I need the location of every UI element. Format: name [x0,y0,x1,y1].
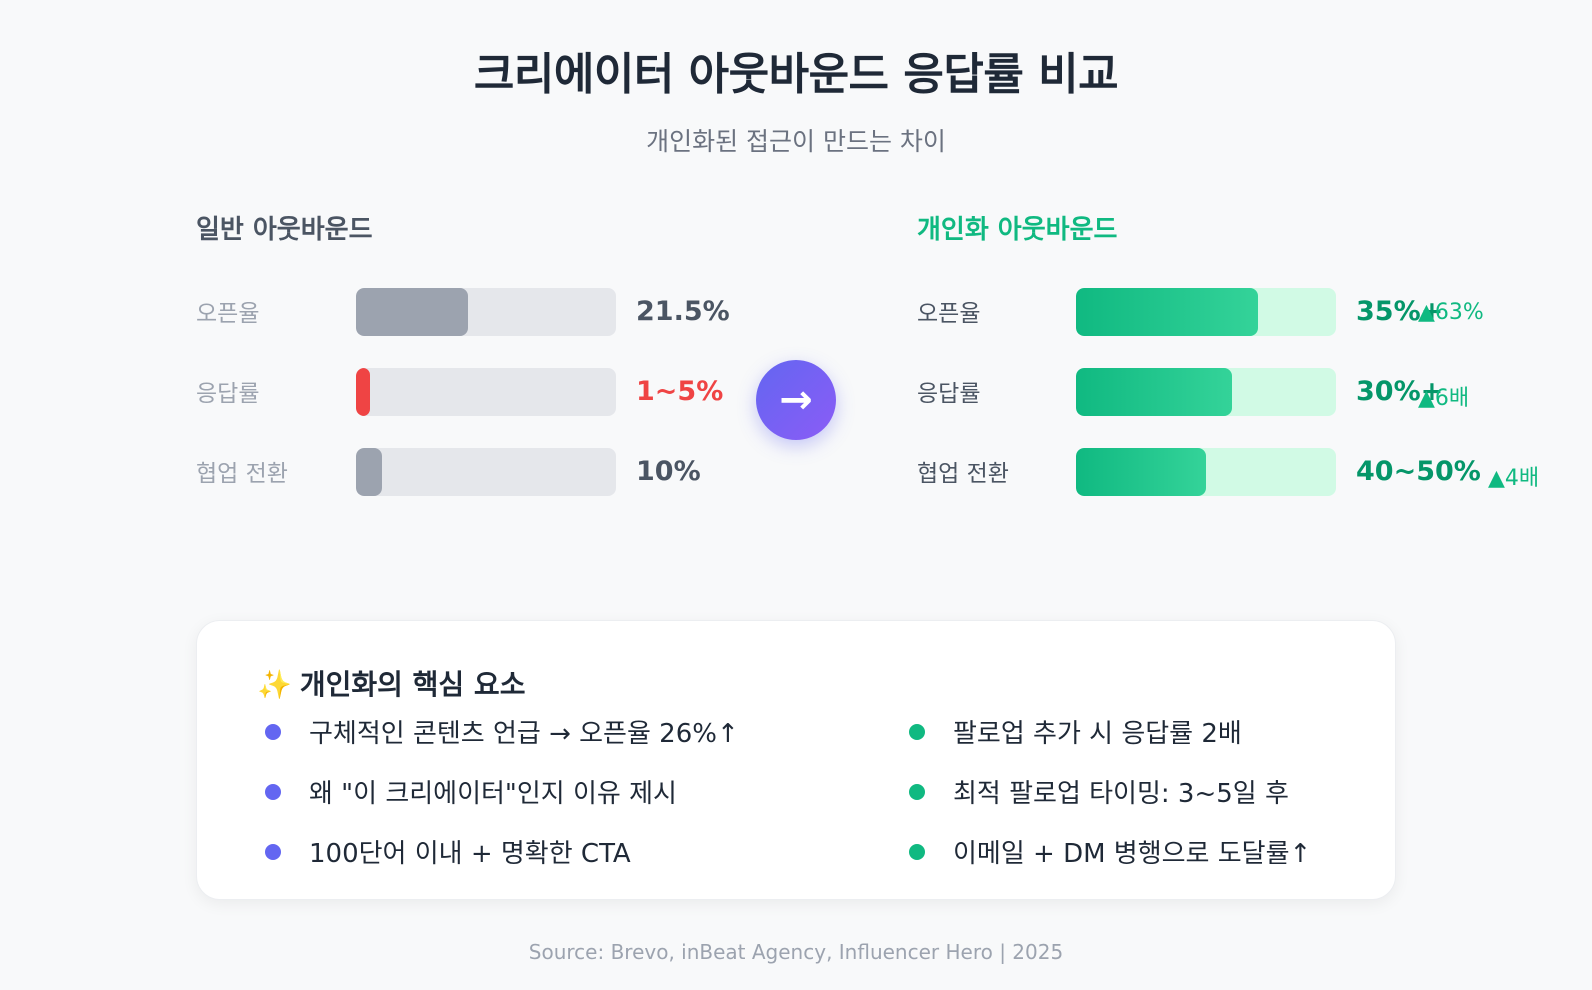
card-item-text: 100단어 이내 + 명확한 CTA [309,839,631,869]
personalized-1-category-label: 오픈율 [917,301,981,327]
key-elements-card: ✨ 개인화의 핵심 요소 구체적인 콘텐츠 언급 → 오픈율 26%↑ 왜 "이 크… [196,620,1396,900]
personalized-2-category-label: 응답률 [917,381,981,407]
bullet-dot-icon [265,843,281,860]
personalized-2-bar-fill [1076,368,1232,416]
page-title: 크리에이터 아웃바운드 응답률 비교 [473,49,1119,100]
personalized-1-bar-track [1076,288,1336,336]
card-left-item: 구체적인 콘텐츠 언급 → 오픈율 26%↑ [265,713,739,750]
card-item-text: 구체적인 콘텐츠 언급 → 오픈율 26%↑ [309,719,739,749]
personalized-3-bar-track [1076,448,1336,496]
left-panel-heading: 일반 아웃바운드 [196,215,373,245]
card-left-item: 100단어 이내 + 명확한 CTA [265,833,631,870]
general-3-value-label: 10% [636,456,701,487]
source-note: Source: Brevo, inBeat Agency, Influencer… [528,940,1064,964]
general-2-value-label: 1~5% [636,376,724,407]
card-item-text: 왜 "이 크리에이터"인지 이유 제시 [309,779,677,809]
card-right-item: 이메일 + DM 병행으로 도달률↑ [909,833,1311,870]
personalized-2-increase-badge: ▲6배 [1418,386,1470,411]
personalized-2-value-label: 30%+ [1356,376,1444,407]
general-1-category-label: 오픈율 [196,301,260,327]
personalized-2-bar-track [1076,368,1336,416]
card-left-item: 왜 "이 크리에이터"인지 이유 제시 [265,773,677,810]
general-2-category-label: 응답률 [196,381,260,407]
personalized-1-bar-fill [1076,288,1258,336]
general-1-bar-track [356,288,616,336]
arrow-right-icon: → [756,360,836,440]
personalized-3-bar-fill [1076,448,1206,496]
personalized-1-increase-badge: ▲63% [1418,300,1484,325]
bullet-dot-icon [909,843,925,860]
general-3-bar-track [356,448,616,496]
general-1-value-label: 21.5% [636,296,730,327]
card-item-text: 팔로업 추가 시 응답률 2배 [953,719,1242,749]
bullet-dot-icon [909,783,925,800]
bullet-dot-icon [265,723,281,740]
card-right-item: 팔로업 추가 시 응답률 2배 [909,713,1242,750]
card-right-item: 최적 팔로업 타이밍: 3~5일 후 [909,773,1289,810]
card-item-text: 최적 팔로업 타이밍: 3~5일 후 [953,779,1289,809]
personalized-3-increase-badge: ▲4배 [1488,466,1540,491]
bullet-dot-icon [265,783,281,800]
general-2-bar-track [356,368,616,416]
general-1-bar-fill [356,288,468,336]
card-item-text: 이메일 + DM 병행으로 도달률↑ [953,839,1312,869]
general-3-bar-fill [356,448,382,496]
bullet-dot-icon [909,723,925,740]
personalized-1-value-label: 35%+ [1356,296,1444,327]
card-title: ✨ 개인화의 핵심 요소 [257,663,525,703]
card-title-text: 개인화의 핵심 요소 [299,668,526,701]
general-3-category-label: 협업 전환 [196,461,288,487]
page-subtitle: 개인화된 접근이 만드는 차이 [646,127,946,156]
personalized-3-value-label: 40~50% [1356,456,1481,487]
sparkles-icon: ✨ [257,668,292,701]
right-panel-heading: 개인화 아웃바운드 [917,215,1118,245]
general-2-bar-fill [356,368,370,416]
personalized-3-category-label: 협업 전환 [917,461,1009,487]
